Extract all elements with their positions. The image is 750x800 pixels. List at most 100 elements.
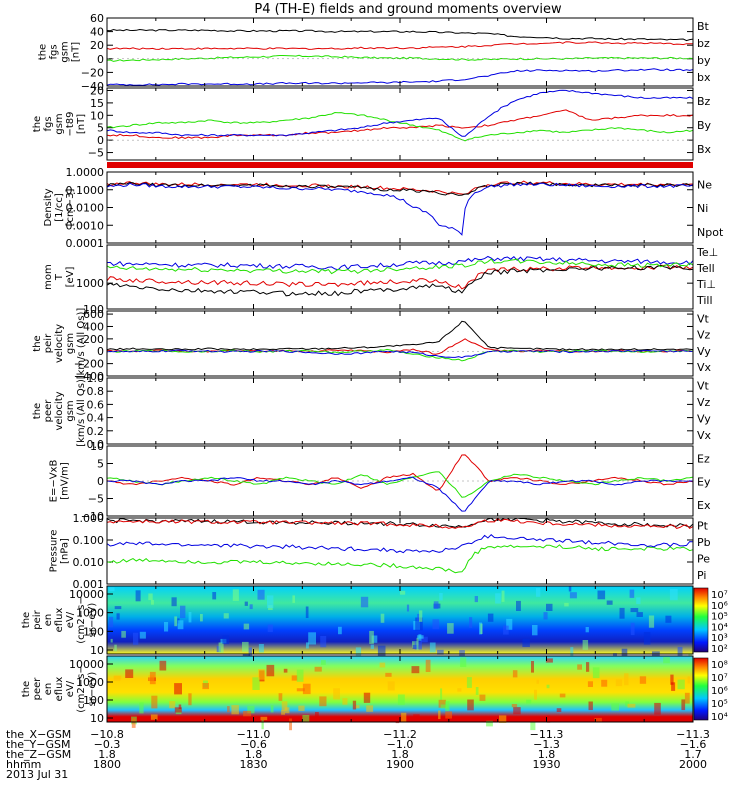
spectrogram-cell <box>308 632 316 645</box>
spectrogram-cell <box>681 699 686 711</box>
spectrogram-cell <box>302 715 310 723</box>
spectrogram-cell <box>387 681 395 691</box>
legend-Vt: Vt <box>697 312 710 325</box>
y-tick-label: 0.8 <box>87 385 105 398</box>
spectrogram-cell <box>447 623 454 634</box>
y-tick-label: 0.6 <box>87 398 105 411</box>
spectrogram-cell <box>174 707 182 713</box>
legend-Vt: Vt <box>697 380 710 393</box>
y-tick-label: 0.2 <box>87 425 105 438</box>
panel-1-ylabel: [nT] <box>71 42 82 62</box>
spectrogram-cell <box>292 595 295 603</box>
spectrogram-cell <box>516 600 521 611</box>
x-tick-label: −11.3 <box>530 728 564 741</box>
legend-by: by <box>697 54 711 67</box>
spectrogram-cell <box>159 660 167 671</box>
y-tick-label: 100 <box>83 625 104 638</box>
series-line-By <box>106 111 694 142</box>
spectrogram-cell <box>258 669 265 680</box>
y-tick-label: 1000 <box>76 277 104 290</box>
panel-10-ylabel: (cm2−s− <box>76 665 87 712</box>
panel-9: the peir en eflux eV/(cm2−s− sr−eV) 10000 1000 1… <box>21 585 728 666</box>
y-tick-label: 0.100 <box>73 534 105 547</box>
x-tick-label: −0.3 <box>94 738 121 751</box>
y-tick-label: 1.0 <box>87 372 105 385</box>
y-tick-label: −40 <box>81 80 104 93</box>
panel-9-ylabel: peir <box>32 609 43 629</box>
spectrogram-cell <box>289 718 292 731</box>
y-tick-label: 5 <box>97 458 104 471</box>
spectrogram-cell <box>564 602 569 607</box>
panel-5-ylabel: gsm <box>65 333 76 354</box>
spectrogram-cell <box>487 613 494 622</box>
y-tick-label: −10 <box>81 510 104 523</box>
spectrogram-cell <box>338 626 342 635</box>
spectrogram-cell <box>663 657 670 664</box>
x-tick-label: −1.3 <box>533 738 560 751</box>
spectrogram-cell <box>355 705 360 709</box>
legend-Till: Till <box>696 294 713 307</box>
y-tick-label: 10 <box>90 109 104 122</box>
panel-frame <box>106 87 694 161</box>
x-tick-label: −0.6 <box>240 738 267 751</box>
legend-Vz: Vz <box>697 329 711 342</box>
spectrogram-cell <box>440 704 449 709</box>
spectrogram-cell <box>319 696 327 707</box>
spectrogram-cell <box>395 718 400 724</box>
x-tick-label: 1.8 <box>538 748 556 761</box>
legend-Ni: Ni <box>697 202 708 215</box>
spectrogram-cell <box>212 592 217 600</box>
panel-5-ylabel: peir <box>43 333 54 353</box>
panel-10-ylabel: en <box>43 683 54 696</box>
spectrogram-cell <box>417 613 420 622</box>
colorbar-tick-label: 10⁴ <box>711 622 728 633</box>
spectrogram-cell <box>296 688 305 692</box>
spectrogram-cell <box>270 705 274 713</box>
series-line-Ti⊥ <box>106 255 694 271</box>
panel-3-ylabel: [1/cc] <box>54 193 65 222</box>
legend-Pi: Pi <box>697 569 706 582</box>
spectrogram-cell <box>369 630 374 644</box>
spectrogram <box>107 586 693 654</box>
spectrogram-cell <box>611 703 619 711</box>
legend-Vz: Vz <box>697 396 711 409</box>
spectrogram-cell <box>684 692 690 704</box>
spectrogram-cell <box>499 715 507 723</box>
spectrogram-cell <box>467 699 474 711</box>
y-tick-label: 0.0010 <box>66 219 105 232</box>
y-tick-label: −400 <box>74 370 104 383</box>
spectrogram-cell <box>585 627 589 633</box>
colorbar-tick-label: 10⁷ <box>711 590 728 601</box>
y-tick-label: 60 <box>90 12 104 25</box>
panel-1-ylabel: gsm <box>60 41 71 62</box>
spectrogram-cell <box>568 586 572 592</box>
panel-7-ylabel: E=−VxB <box>49 460 60 503</box>
spectrogram-cell <box>546 684 550 689</box>
y-tick-label: 0 <box>97 134 104 147</box>
spectrogram-cell <box>355 647 362 660</box>
spectrogram-cell <box>360 596 369 608</box>
legend-Vx: Vx <box>697 429 712 442</box>
legend-Te⊥: Te⊥ <box>696 246 718 259</box>
spectrogram-cell <box>397 694 405 705</box>
spectrogram-cell <box>445 701 450 711</box>
spectrogram-cell <box>545 658 553 663</box>
spectrogram-cell <box>148 593 153 601</box>
y-tick-label: 5 <box>97 122 104 135</box>
panel-4-ylabel: T <box>54 273 65 281</box>
panel-9-ylabel: the <box>21 612 32 628</box>
y-tick-label: 20 <box>90 84 104 97</box>
colorbar-tick-label: 10⁶ <box>711 601 728 612</box>
colorbar-tick-label: 10⁵ <box>711 699 728 710</box>
spectrogram-cell <box>171 597 177 607</box>
x-tick-label: 1.7 <box>684 748 702 761</box>
spectrogram-cell <box>114 606 122 610</box>
spectrogram-cell <box>202 683 209 690</box>
legend-Bx: Bx <box>697 143 712 156</box>
y-tick-label: 40 <box>90 26 104 39</box>
legend-By: By <box>697 119 712 132</box>
y-tick-label: 10 <box>90 644 104 657</box>
spectrogram-cell <box>278 693 283 701</box>
spectrogram-cell <box>242 641 249 652</box>
